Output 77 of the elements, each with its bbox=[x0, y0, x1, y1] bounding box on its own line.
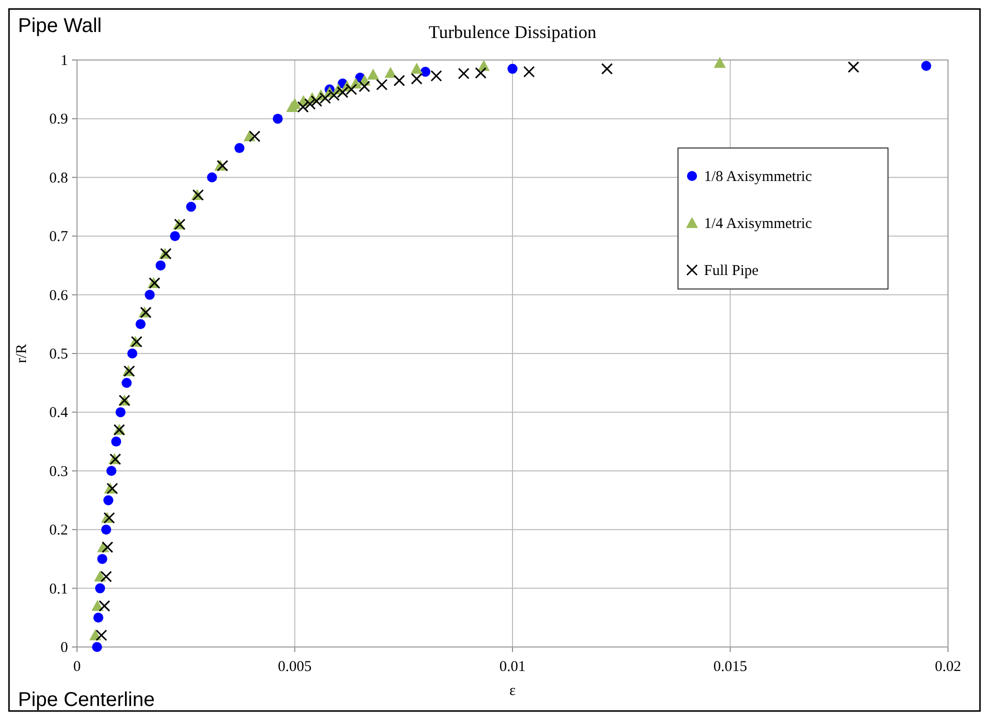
text: Pipe Wall bbox=[18, 15, 102, 37]
point bbox=[336, 86, 348, 98]
point bbox=[310, 95, 322, 107]
point bbox=[170, 231, 180, 242]
x-tick-label: 0 bbox=[73, 659, 81, 675]
point bbox=[100, 570, 112, 582]
x-tick-label: 0.015 bbox=[713, 659, 748, 675]
point bbox=[384, 66, 397, 78]
point bbox=[93, 612, 104, 623]
chart-title: Turbulence Dissipation bbox=[428, 22, 596, 42]
point bbox=[474, 67, 486, 79]
y-tick-label: 0 bbox=[60, 640, 68, 656]
point bbox=[319, 92, 331, 104]
point bbox=[297, 101, 309, 113]
point bbox=[410, 73, 422, 85]
y-tick-label: 0.8 bbox=[49, 170, 68, 186]
y-tick-label: 0.4 bbox=[49, 405, 68, 422]
point bbox=[304, 98, 316, 110]
point bbox=[207, 172, 218, 182]
y-tick-label: 1 bbox=[60, 53, 68, 69]
point bbox=[156, 260, 166, 270]
point bbox=[376, 78, 388, 90]
point bbox=[116, 407, 126, 418]
x-axis-title: ε bbox=[509, 683, 516, 699]
point bbox=[94, 570, 106, 582]
point bbox=[111, 436, 122, 447]
point bbox=[91, 600, 104, 611]
point bbox=[394, 74, 406, 86]
point bbox=[186, 202, 196, 212]
point bbox=[102, 541, 114, 553]
point bbox=[127, 348, 138, 358]
y-tick-label: 0.2 bbox=[49, 522, 68, 539]
point bbox=[122, 378, 132, 388]
y-tick-label: 0.3 bbox=[49, 464, 68, 480]
point bbox=[106, 466, 116, 476]
point bbox=[601, 63, 613, 75]
point bbox=[430, 70, 442, 82]
point bbox=[367, 68, 380, 80]
point bbox=[144, 290, 155, 300]
point bbox=[328, 89, 340, 101]
point bbox=[97, 554, 108, 564]
point bbox=[272, 114, 283, 124]
legend-label: 1/4 Axisymmetric bbox=[704, 216, 812, 232]
point bbox=[103, 495, 114, 506]
point bbox=[420, 66, 430, 77]
point bbox=[458, 68, 470, 80]
point bbox=[89, 629, 102, 640]
y-tick-label: 0.9 bbox=[49, 112, 68, 128]
y-axis-title: r/R bbox=[14, 344, 30, 364]
point bbox=[921, 60, 932, 71]
point bbox=[98, 600, 110, 612]
point bbox=[136, 319, 146, 330]
y-tick-label: 0.7 bbox=[49, 229, 68, 246]
point bbox=[346, 84, 358, 96]
point bbox=[508, 64, 518, 74]
point bbox=[848, 61, 860, 73]
point bbox=[95, 583, 106, 594]
x-tick-label: 0.02 bbox=[934, 659, 962, 675]
point bbox=[358, 80, 370, 92]
y-tick-label: 0.1 bbox=[49, 581, 68, 598]
point bbox=[96, 630, 108, 642]
point bbox=[410, 62, 423, 74]
point bbox=[248, 130, 260, 142]
point bbox=[92, 642, 102, 652]
point bbox=[714, 56, 726, 68]
y-tick-label: 0.5 bbox=[49, 346, 68, 362]
text: Pipe Centerline bbox=[18, 689, 155, 711]
y-tick-label: 0.6 bbox=[49, 288, 68, 304]
x-tick-label: 0.01 bbox=[499, 659, 526, 675]
legend-label: Full Pipe bbox=[704, 263, 759, 279]
point bbox=[101, 524, 112, 535]
point bbox=[106, 482, 118, 494]
legend-label: 1/8 Axisymmetric bbox=[704, 169, 812, 185]
point bbox=[523, 66, 535, 78]
x-tick-label: 0.005 bbox=[278, 659, 312, 675]
point bbox=[234, 143, 244, 154]
point bbox=[216, 160, 228, 172]
